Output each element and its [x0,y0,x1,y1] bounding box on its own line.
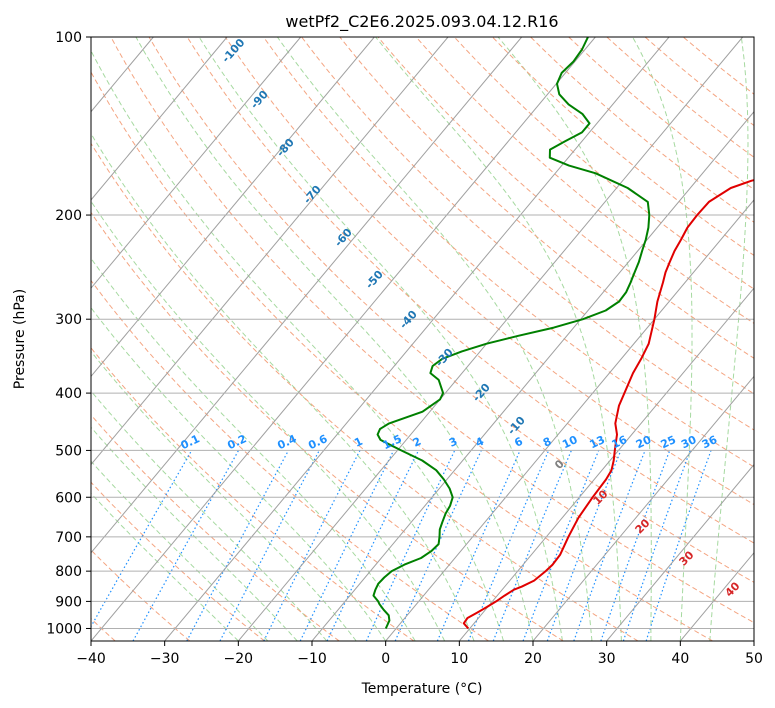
mixing-ratio-label: 20 [634,433,654,451]
isotherm-line [91,37,449,466]
x-tick-label: 20 [524,651,542,667]
chart-title: wetPf2_C2E6.2025.093.04.12.R16 [285,12,558,32]
mixing-ratio-line [645,450,712,641]
x-tick-label: −30 [150,651,180,667]
y-tick-label: 200 [55,208,82,224]
isotherm-line [311,110,754,641]
x-tick-label: −10 [297,651,327,667]
x-axis-ticks: −40 −30 −20 −10 0 10 20 30 40 50 [76,641,763,667]
y-axis-ticks: 100 200 300 400 500 600 700 800 900 1000 [46,30,91,637]
isotherm-line [237,37,744,641]
moist-adiabat-line [276,37,593,641]
y-tick-label: 300 [55,312,82,328]
mixing-ratio-line [622,450,691,641]
moist-adiabat-line [91,49,504,641]
y-axis-label: Pressure (hPa) [12,289,28,389]
dry-adiabat-line [91,414,340,641]
mixing-ratio-label: 10 [560,433,580,451]
dry-adiabat-line [91,211,564,641]
moist-adiabat-line [91,492,239,641]
y-tick-label: 700 [55,530,82,546]
isotherms [91,37,754,641]
isotherm-line [458,287,754,641]
x-tick-label: 10 [450,651,468,667]
y-tick-label: 500 [55,443,82,459]
dry-adiabat-line [91,142,639,641]
moist-adiabat-line [632,37,693,641]
moist-adiabat-line [91,350,357,641]
isotherm-line [385,199,754,641]
x-tick-label: 0 [381,651,390,667]
dry-adiabat-line [339,37,754,395]
temperature-profile-line [462,179,754,630]
isotherm-line [606,463,754,641]
y-tick-label: 900 [55,594,82,610]
mixing-ratio-line [600,450,671,641]
plot-area: -100-90-80-70-60-50-40-30-20-100.1 0.2 0.4… [91,37,754,641]
mixing-ratio-label: 36 [700,433,720,451]
x-tick-label: 50 [745,651,763,667]
isotherm-line [91,37,523,554]
mixing-ratio-line [263,450,361,641]
y-tick-label: 100 [55,30,82,46]
mixing-ratio-line [394,450,482,641]
pressure-gridlines [91,37,754,629]
mixing-ratio-line [573,450,646,641]
moist-adiabat-line [91,132,475,641]
x-tick-label: 40 [671,651,689,667]
x-tick-label: 30 [598,651,616,667]
isotherm-line [91,37,228,201]
mixing-ratio-label: 13 [588,433,607,451]
dewpoint-profile-line [372,37,651,629]
moist-adiabat-line [91,257,416,641]
dry-adiabat-line [186,37,754,544]
isotherm-line [91,37,596,641]
moist-adiabat-line [91,460,269,641]
moist-adiabat-line [198,37,563,641]
moist-adiabat-line [91,200,446,641]
moist-adiabat-line [375,37,622,641]
mixing-ratio-label: 30 [679,433,699,451]
plot-frame [90,36,755,642]
mixing-ratio-line [436,450,521,641]
y-tick-label: 400 [55,386,82,402]
isotherm-line [91,37,302,289]
dry-adiabat-line [148,37,754,583]
x-tick-label: −20 [224,651,254,667]
mixing-ratio-line [186,450,290,641]
mixing-ratio-line [467,450,550,641]
dry-adiabat-line [110,37,754,624]
isotherm-line [164,37,670,641]
mixing-ratio-label: 16 [610,433,630,451]
mixing-ratio-label: 25 [659,433,678,451]
isotherm-line [532,375,754,641]
mixing-ratio-line [546,450,622,641]
y-tick-label: 800 [55,564,82,580]
moist-adiabat-line [91,426,298,641]
x-tick-label: −40 [76,651,106,667]
dry-adiabat-line [91,481,265,641]
dry-adiabat-line [377,37,754,359]
mixing-ratio-line [522,450,600,641]
isotherm-line [91,37,375,378]
dry-adiabat-line [224,37,754,506]
moist-adiabat-line [91,306,387,641]
dry-adiabats [91,37,754,641]
y-tick-label: 1000 [46,621,82,637]
dry-adiabat-line [91,71,713,641]
moist-adiabat-line [135,37,534,641]
dry-adiabat-line [263,37,754,468]
moist-adiabat-line [91,390,328,641]
x-axis-label: Temperature (°C) [361,681,483,697]
y-tick-label: 600 [55,490,82,506]
sounding-series [372,37,754,630]
